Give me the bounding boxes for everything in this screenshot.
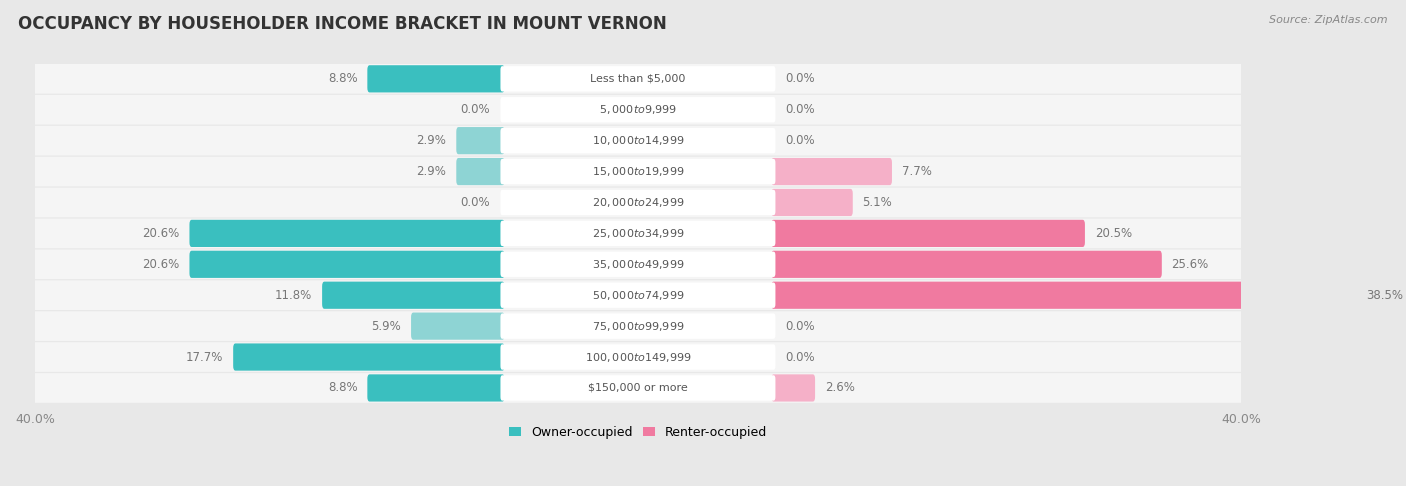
FancyBboxPatch shape — [35, 126, 1241, 156]
FancyBboxPatch shape — [190, 220, 505, 247]
Text: $100,000 to $149,999: $100,000 to $149,999 — [585, 350, 692, 364]
FancyBboxPatch shape — [772, 189, 853, 216]
FancyBboxPatch shape — [501, 128, 776, 153]
Text: 0.0%: 0.0% — [786, 320, 815, 332]
Text: 2.9%: 2.9% — [416, 134, 447, 147]
Text: Source: ZipAtlas.com: Source: ZipAtlas.com — [1270, 15, 1388, 25]
Text: $25,000 to $34,999: $25,000 to $34,999 — [592, 227, 685, 240]
FancyBboxPatch shape — [501, 190, 776, 215]
Text: 0.0%: 0.0% — [461, 103, 491, 116]
Text: $15,000 to $19,999: $15,000 to $19,999 — [592, 165, 685, 178]
FancyBboxPatch shape — [190, 251, 505, 278]
Text: 20.6%: 20.6% — [142, 227, 180, 240]
FancyBboxPatch shape — [322, 281, 505, 309]
Text: Less than $5,000: Less than $5,000 — [591, 74, 686, 84]
FancyBboxPatch shape — [457, 127, 505, 154]
Text: 8.8%: 8.8% — [328, 72, 357, 86]
FancyBboxPatch shape — [35, 95, 1241, 124]
FancyBboxPatch shape — [772, 158, 891, 185]
Text: 0.0%: 0.0% — [786, 350, 815, 364]
FancyBboxPatch shape — [501, 221, 776, 246]
FancyBboxPatch shape — [35, 373, 1241, 403]
Text: 7.7%: 7.7% — [901, 165, 932, 178]
Text: 0.0%: 0.0% — [786, 103, 815, 116]
FancyBboxPatch shape — [35, 342, 1241, 372]
Text: 2.6%: 2.6% — [825, 382, 855, 395]
Text: 5.1%: 5.1% — [862, 196, 893, 209]
FancyBboxPatch shape — [367, 374, 505, 401]
Legend: Owner-occupied, Renter-occupied: Owner-occupied, Renter-occupied — [503, 421, 772, 444]
Text: 20.6%: 20.6% — [142, 258, 180, 271]
Text: OCCUPANCY BY HOUSEHOLDER INCOME BRACKET IN MOUNT VERNON: OCCUPANCY BY HOUSEHOLDER INCOME BRACKET … — [18, 15, 666, 33]
FancyBboxPatch shape — [501, 97, 776, 122]
FancyBboxPatch shape — [772, 251, 1161, 278]
FancyBboxPatch shape — [501, 345, 776, 370]
FancyBboxPatch shape — [501, 159, 776, 184]
Text: 17.7%: 17.7% — [186, 350, 224, 364]
FancyBboxPatch shape — [501, 282, 776, 308]
Text: $10,000 to $14,999: $10,000 to $14,999 — [592, 134, 685, 147]
FancyBboxPatch shape — [457, 158, 505, 185]
FancyBboxPatch shape — [35, 312, 1241, 341]
Text: $5,000 to $9,999: $5,000 to $9,999 — [599, 103, 678, 116]
Text: 0.0%: 0.0% — [786, 72, 815, 86]
Text: 38.5%: 38.5% — [1367, 289, 1403, 302]
FancyBboxPatch shape — [35, 280, 1241, 310]
FancyBboxPatch shape — [367, 65, 505, 92]
FancyBboxPatch shape — [35, 188, 1241, 217]
Text: 5.9%: 5.9% — [371, 320, 401, 332]
FancyBboxPatch shape — [411, 312, 505, 340]
Text: 20.5%: 20.5% — [1095, 227, 1132, 240]
FancyBboxPatch shape — [35, 249, 1241, 279]
Text: $150,000 or more: $150,000 or more — [588, 383, 688, 393]
FancyBboxPatch shape — [772, 220, 1085, 247]
Text: 11.8%: 11.8% — [276, 289, 312, 302]
FancyBboxPatch shape — [35, 156, 1241, 187]
Text: 0.0%: 0.0% — [461, 196, 491, 209]
FancyBboxPatch shape — [501, 313, 776, 339]
FancyBboxPatch shape — [501, 252, 776, 277]
Text: $20,000 to $24,999: $20,000 to $24,999 — [592, 196, 685, 209]
Text: 0.0%: 0.0% — [786, 134, 815, 147]
FancyBboxPatch shape — [501, 375, 776, 400]
FancyBboxPatch shape — [501, 66, 776, 91]
Text: $75,000 to $99,999: $75,000 to $99,999 — [592, 320, 685, 332]
Text: $50,000 to $74,999: $50,000 to $74,999 — [592, 289, 685, 302]
Text: $35,000 to $49,999: $35,000 to $49,999 — [592, 258, 685, 271]
Text: 8.8%: 8.8% — [328, 382, 357, 395]
FancyBboxPatch shape — [35, 219, 1241, 248]
FancyBboxPatch shape — [35, 64, 1241, 94]
FancyBboxPatch shape — [772, 374, 815, 401]
Text: 25.6%: 25.6% — [1171, 258, 1209, 271]
Text: 2.9%: 2.9% — [416, 165, 447, 178]
FancyBboxPatch shape — [772, 281, 1357, 309]
FancyBboxPatch shape — [233, 344, 505, 371]
